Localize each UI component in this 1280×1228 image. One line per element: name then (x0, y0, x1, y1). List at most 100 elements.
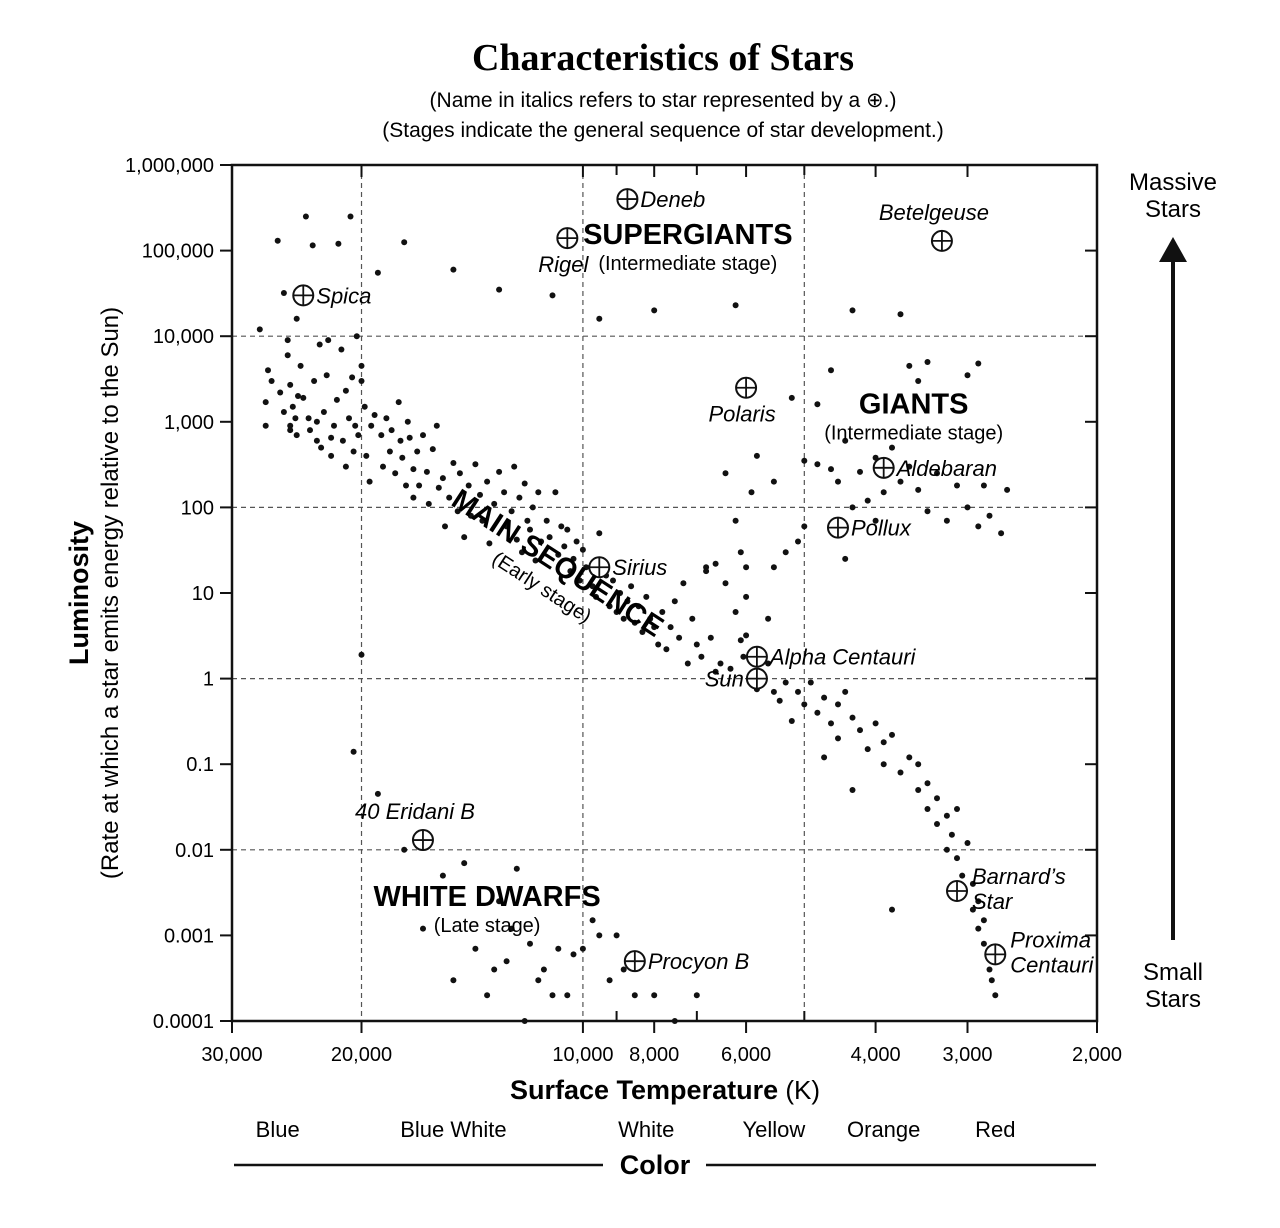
star-point (484, 992, 491, 999)
star-point (801, 701, 808, 708)
y-axis-subtitle: (Rate at which a star emits energy relat… (97, 307, 124, 879)
star-point (456, 470, 463, 477)
star-point (461, 534, 468, 541)
star-point (579, 546, 586, 553)
x-axis-title: Surface Temperature (K) (510, 1075, 820, 1105)
star-point (828, 367, 834, 374)
star-point (333, 396, 340, 403)
data-points (256, 213, 1011, 1024)
star-point (350, 748, 357, 755)
star-point (651, 992, 658, 999)
star-point (268, 378, 275, 384)
star-point (737, 637, 744, 644)
y-axis-title: Luminosity (64, 521, 94, 665)
star-point (461, 860, 468, 867)
star-point (596, 530, 603, 537)
massive-stars-label-line-2: Stars (1145, 196, 1201, 223)
star-point (897, 311, 904, 318)
star-point (366, 478, 373, 485)
star-point (570, 951, 577, 958)
y-tick-label: 10,000 (153, 326, 214, 348)
star-point (964, 372, 971, 379)
star-point (765, 660, 772, 667)
star-point (435, 484, 442, 491)
star-point (606, 603, 613, 610)
star-point (347, 213, 354, 220)
star-label: Polaris (708, 402, 775, 427)
y-tick-label: 0.0001 (153, 1011, 214, 1033)
grid-lines (232, 165, 1097, 1021)
star-point (395, 399, 402, 406)
star-point (849, 714, 856, 721)
color-label: Blue White (400, 1117, 506, 1142)
star-point (924, 359, 931, 365)
star-point (383, 415, 390, 422)
star-point (948, 831, 955, 838)
star-point (295, 393, 301, 399)
star-marker: Betelgeuse (879, 200, 989, 252)
star-point (689, 615, 696, 622)
region-labels: SUPERGIANTS(Intermediate stage)GIANTS(In… (374, 219, 1004, 937)
star-point (374, 269, 381, 276)
star-point (358, 378, 365, 384)
star-point (297, 362, 304, 369)
star-label: Procyon B (648, 949, 750, 974)
star-point (274, 237, 281, 244)
star-point (535, 977, 542, 984)
star-point (915, 787, 922, 793)
named-stars: Deneb Rigel Betelgeuse Spica Polaris Aldebara… (292, 187, 1095, 977)
star-point (732, 302, 739, 309)
star-point (864, 497, 871, 504)
star-point (807, 679, 814, 686)
star-point (969, 880, 976, 887)
star-point (302, 213, 309, 220)
star-label-line-2: Centauri (1010, 952, 1094, 977)
region-name: GIANTS (859, 389, 969, 421)
star-point (924, 508, 931, 515)
star-point (954, 806, 960, 812)
star-point (651, 307, 658, 314)
region-label-group: GIANTS(Intermediate stage) (824, 389, 1003, 445)
star-point (663, 646, 670, 653)
star-point (743, 632, 750, 639)
y-tick-label: 100,000 (142, 241, 214, 263)
star-point (508, 508, 515, 515)
star-point (397, 437, 404, 444)
star-point (567, 568, 574, 575)
star-point (284, 337, 291, 344)
star-point (906, 362, 913, 369)
star-point (358, 651, 365, 658)
x-tick-label: 2,000 (1072, 1044, 1122, 1066)
star-label: Sirius (612, 555, 667, 580)
color-title: Color (620, 1150, 691, 1180)
star-point (546, 534, 553, 541)
star-point (401, 846, 408, 853)
star-point (328, 434, 335, 441)
star-marker: Alpha Centauri (745, 645, 917, 670)
star-marker: Deneb (616, 187, 705, 212)
star-point (722, 580, 729, 587)
star-point (934, 821, 940, 827)
star-point (857, 468, 863, 475)
star-point (404, 418, 411, 425)
star-point (959, 872, 966, 879)
star-point (450, 266, 457, 273)
star-point (392, 470, 399, 477)
y-tick-label: 10 (192, 583, 214, 605)
star-point (980, 940, 987, 947)
star-point (740, 653, 747, 660)
region-stage: (Intermediate stage) (598, 253, 777, 275)
star-point (693, 992, 700, 999)
star-point (835, 478, 841, 485)
star-point (420, 925, 426, 932)
star-point (821, 754, 828, 761)
star-point (338, 346, 345, 353)
star-point (655, 641, 662, 648)
star-point (915, 761, 922, 768)
star-point (540, 966, 547, 973)
star-point (287, 381, 294, 388)
star-point (262, 399, 269, 406)
star-point (433, 422, 440, 429)
star-point (450, 460, 457, 466)
star-point (748, 489, 755, 496)
